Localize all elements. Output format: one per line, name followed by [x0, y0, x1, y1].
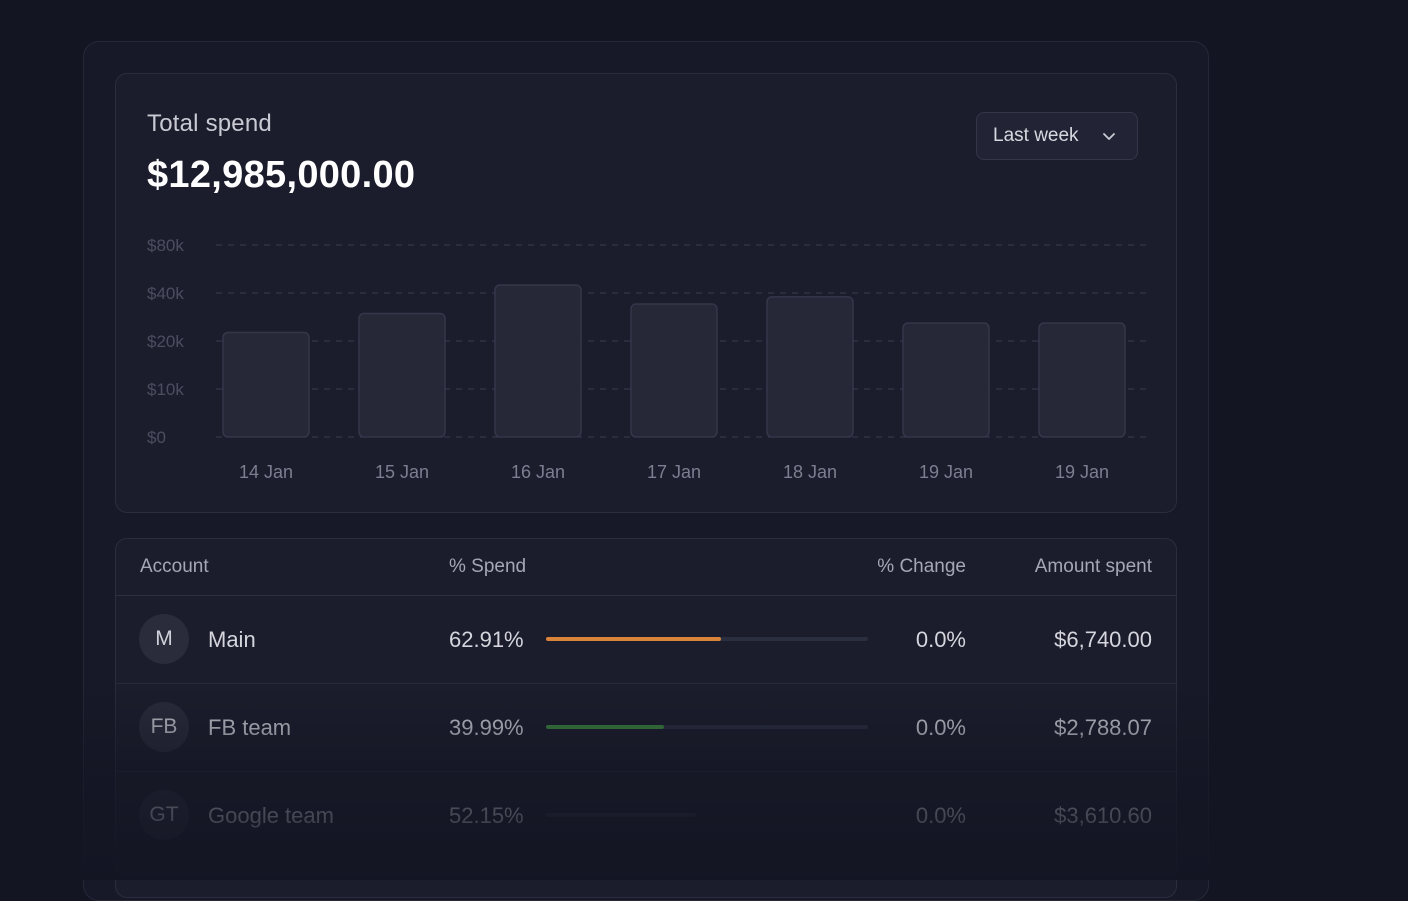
y-tick-label: $20k — [147, 332, 184, 351]
spend-percent: 39.99% — [449, 715, 524, 740]
x-tick-label: 14 Jan — [239, 462, 293, 482]
date-range-label: Last week — [993, 125, 1079, 146]
date-range-dropdown[interactable]: Last week — [976, 112, 1138, 160]
chart-bar — [902, 322, 990, 438]
table-row[interactable]: M Main 62.91% 0.0% $6,740.00 — [116, 595, 1176, 684]
y-tick-label: $10k — [147, 380, 184, 399]
avatar: M — [139, 614, 189, 664]
chart-bar — [1038, 322, 1126, 438]
x-tick-label: 17 Jan — [647, 462, 701, 482]
chart-bar — [766, 296, 854, 438]
chart-bar — [630, 303, 718, 438]
spend-bar-track — [546, 725, 868, 729]
change-percent: 0.0% — [915, 803, 966, 828]
y-tick-label: $0 — [147, 428, 166, 447]
account-name: FB team — [208, 715, 292, 740]
account-name: Google team — [208, 803, 334, 828]
account-name: Main — [208, 627, 256, 652]
header-spend[interactable]: % Spend — [449, 556, 527, 577]
amount-spent: $3,610.60 — [1054, 803, 1152, 828]
change-percent: 0.0% — [915, 627, 966, 652]
chevron-down-icon — [1103, 133, 1115, 140]
change-percent: 0.0% — [915, 715, 966, 740]
spend-percent: 62.91% — [449, 627, 524, 652]
header-amount[interactable]: Amount spent — [1034, 556, 1152, 577]
table-row[interactable]: FB FB team 39.99% 0.0% $2,788.07 — [116, 683, 1176, 772]
table-header: Account % Spend % Change Amount spent — [116, 539, 1176, 596]
x-tick-label: 19 Jan — [1055, 462, 1109, 482]
y-tick-label: $40k — [147, 284, 184, 303]
chart-bar — [222, 331, 310, 438]
table-row[interactable]: GT Google team 52.15% 0.0% $3,610.60 — [116, 771, 1176, 860]
spend-bar-track — [546, 637, 868, 641]
amount-spent: $2,788.07 — [1054, 715, 1152, 740]
chart-bar — [494, 284, 582, 438]
accounts-table: Account % Spend % Change Amount spent M … — [115, 538, 1177, 898]
total-spend-label: Total spend — [147, 110, 272, 137]
total-spend-card: Total spend $12,985,000.00 Last week $80… — [115, 73, 1177, 513]
spend-bar-track — [546, 813, 696, 817]
spend-bar-fill — [546, 725, 664, 729]
spend-bar-fill — [546, 637, 722, 641]
amount-spent: $6,740.00 — [1054, 627, 1152, 652]
header-account[interactable]: Account — [140, 556, 209, 577]
y-tick-label: $80k — [147, 236, 184, 255]
x-tick-label: 18 Jan — [783, 462, 837, 482]
total-spend-value: $12,985,000.00 — [147, 154, 416, 196]
avatar: GT — [139, 790, 189, 840]
avatar: FB — [139, 702, 189, 752]
spend-bar-chart: $80k $40k $20k $10k $0 14 Jan 15 Jan 16 Jan 17 J… — [147, 236, 1150, 482]
x-tick-label: 15 Jan — [375, 462, 429, 482]
header-change[interactable]: % Change — [877, 556, 966, 577]
spend-percent: 52.15% — [449, 803, 524, 828]
x-tick-label: 19 Jan — [919, 462, 973, 482]
x-tick-label: 16 Jan — [511, 462, 565, 482]
chart-bar — [358, 312, 446, 438]
